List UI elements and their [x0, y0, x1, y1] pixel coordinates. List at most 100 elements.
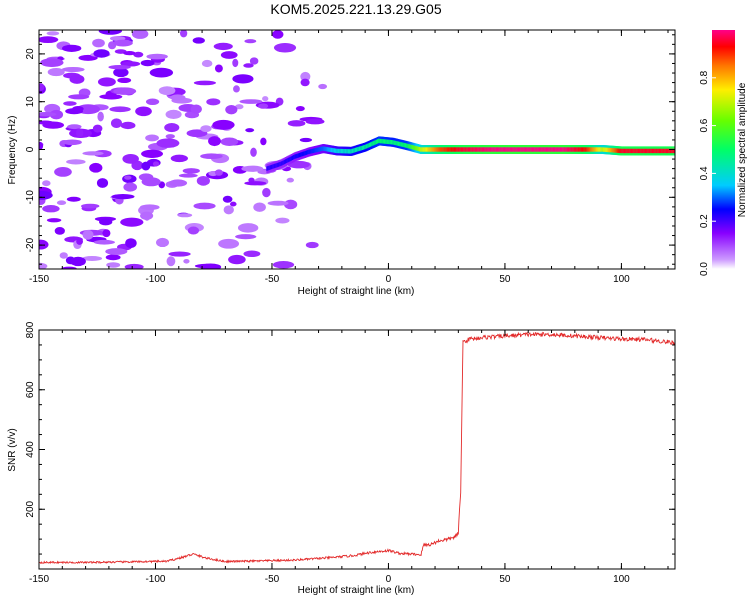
noise-blob	[165, 134, 175, 139]
noise-blob	[97, 77, 116, 87]
snr-x-tick-label: 0	[386, 574, 392, 585]
noise-blob	[165, 109, 182, 120]
noise-blob	[68, 94, 90, 100]
noise-blob	[59, 252, 68, 259]
noise-blob	[214, 64, 223, 73]
snr-x-ticks: -150 -100 -50 0 50 100	[29, 330, 669, 585]
spectrogram-x-tick-label: 100	[613, 274, 630, 285]
noise-blob	[121, 61, 141, 67]
colorbar-gradient	[712, 30, 735, 269]
noise-blob	[49, 109, 64, 120]
noise-blob	[243, 63, 254, 68]
snr-frame	[38, 329, 676, 570]
spectrogram-y-tick-label: 0	[25, 146, 36, 152]
noise-blob	[70, 256, 86, 267]
noise-blob	[156, 237, 170, 248]
noise-blob	[61, 266, 77, 269]
noise-blob	[275, 217, 290, 224]
spectrogram-ridge-layer	[266, 136, 675, 174]
noise-blob	[123, 182, 138, 192]
noise-blob	[125, 238, 137, 249]
noise-blob	[178, 173, 198, 178]
noise-blob	[63, 101, 77, 106]
noise-blob	[169, 94, 186, 101]
noise-blob	[61, 66, 85, 73]
noise-blob	[66, 159, 86, 165]
noise-blob	[42, 180, 51, 187]
noise-blob	[182, 168, 200, 174]
noise-blob	[101, 94, 122, 100]
noise-blob	[141, 149, 164, 158]
noise-blob	[39, 112, 57, 117]
spectrogram-y-ticks: 20 10 0 -10 -20	[25, 34, 675, 265]
noise-blob	[235, 104, 244, 110]
noise-blob	[177, 213, 193, 218]
spectrogram-y-tick-label: 20	[25, 48, 36, 60]
noise-blob	[42, 205, 60, 213]
noise-blob	[93, 239, 115, 245]
noise-blob	[235, 234, 257, 240]
noise-blob	[123, 51, 136, 56]
snr-x-label: Height of straight line (km)	[298, 585, 415, 596]
snr-y-ticks: 200 400 600 800	[25, 321, 675, 570]
noise-blob	[93, 49, 110, 58]
noise-blob	[92, 124, 103, 133]
spectrogram-x-tick-label: 0	[386, 274, 392, 285]
noise-blob	[200, 125, 212, 133]
noise-blob	[193, 80, 216, 86]
noise-blob	[244, 39, 257, 44]
noise-blob	[141, 177, 161, 187]
noise-blob	[229, 201, 237, 207]
noise-blob	[39, 120, 54, 125]
noise-blob	[239, 99, 263, 104]
noise-blob	[113, 39, 133, 47]
noise-blob	[200, 153, 223, 160]
noise-blob	[141, 161, 151, 171]
spectrogram-y-tick-label: -20	[25, 237, 36, 252]
noise-blob	[305, 118, 325, 125]
noise-blob	[158, 86, 176, 96]
noise-blob	[241, 165, 264, 172]
noise-blob	[131, 30, 149, 39]
noise-blob	[81, 203, 100, 209]
noise-blob	[82, 151, 104, 156]
noise-blob	[67, 124, 82, 130]
noise-blob	[39, 36, 59, 44]
noise-blob	[46, 31, 60, 36]
noise-blob	[286, 177, 294, 183]
spectrogram-y-tick-label: -10	[25, 190, 36, 205]
noise-blob	[287, 160, 310, 169]
noise-blob	[253, 202, 266, 212]
ridge-core	[672, 148, 675, 154]
noise-blob	[47, 67, 65, 77]
noise-blob	[149, 67, 174, 78]
noise-blob	[106, 262, 121, 268]
noise-blob	[62, 139, 82, 146]
snr-x-tick-label: 100	[613, 574, 630, 585]
noise-blob	[61, 44, 82, 52]
noise-blob	[102, 229, 111, 238]
snr-y-tick-label: 200	[25, 500, 36, 517]
noise-blob	[39, 83, 45, 92]
noise-blob	[258, 103, 269, 109]
noise-blob	[108, 65, 131, 70]
noise-blob	[69, 74, 85, 84]
noise-blob	[97, 111, 104, 122]
noise-blob	[287, 120, 306, 127]
noise-blob	[76, 128, 84, 138]
noise-blob	[233, 85, 240, 93]
spectrogram-x-tick-label: -50	[265, 274, 280, 285]
noise-blob	[193, 202, 216, 210]
noise-blob	[244, 181, 267, 186]
noise-blob	[105, 254, 121, 261]
noise-blob	[135, 106, 152, 117]
noise-blob	[122, 153, 139, 164]
spectrogram-noise-layer	[39, 30, 328, 269]
noise-blob	[166, 256, 176, 267]
noise-blob	[272, 30, 284, 39]
noise-blob	[39, 239, 49, 250]
noise-blob	[243, 250, 261, 258]
noise-blob	[72, 106, 84, 112]
noise-blob	[300, 71, 311, 82]
noise-blob	[152, 161, 160, 167]
